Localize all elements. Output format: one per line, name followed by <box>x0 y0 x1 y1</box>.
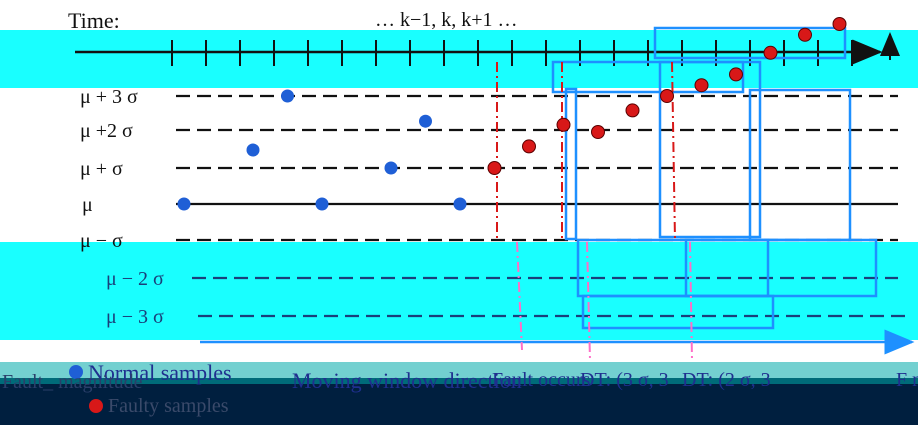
level-label-mu: μ <box>82 194 93 216</box>
window-direction-label: Moving window direction <box>292 368 522 393</box>
fault-occurs-label: Fault occurs <box>492 369 591 391</box>
normal-sample-point <box>246 143 260 157</box>
bottom-left-label: Fault_ magnitude <box>2 371 143 393</box>
moving-window-3 <box>653 26 847 60</box>
teal-band-bottom <box>0 362 918 384</box>
faulty-sample-point <box>729 67 743 82</box>
faulty-sample-point <box>591 125 605 139</box>
faulty-sample-point <box>556 117 571 132</box>
cyan-overlay-middle <box>0 242 918 340</box>
moving-window-2 <box>551 60 745 94</box>
time-index-labels: … k−1, k, k+1 … <box>375 9 518 31</box>
faulty-sample-point <box>694 78 709 93</box>
bottom-right-label: F m <box>896 369 918 391</box>
sample-points <box>177 17 847 211</box>
faulty-sample-point <box>522 139 536 154</box>
faulty-sample-point <box>660 89 674 103</box>
legend-faulty-marker <box>89 399 103 413</box>
level-label-p3: μ + 3 σ <box>80 86 138 108</box>
fault-occurs-marker-lower <box>516 241 523 351</box>
event-markers <box>496 61 693 361</box>
legend-normal-marker <box>69 365 83 379</box>
moving-window-8 <box>581 294 775 330</box>
normal-sample-point <box>419 114 432 128</box>
faulty-sample-point <box>798 27 812 42</box>
faulty-sample-point <box>763 45 778 60</box>
normal-sample-point <box>177 197 191 211</box>
faulty-sample-point <box>487 161 502 175</box>
normal-sample-point <box>281 89 294 103</box>
moving-windows <box>551 26 878 330</box>
moving-window-1 <box>564 87 578 241</box>
legend-normal-label: Normal samples <box>88 360 232 385</box>
moving-window-7 <box>684 238 878 298</box>
sigma-levels: μ + 3 σ μ +2 σ μ + σ μ μ − σ μ − 2 σ μ − 3 σ <box>80 86 906 328</box>
level-label-p2: μ +2 σ <box>80 120 133 142</box>
normal-sample-point <box>315 197 329 211</box>
level-label-m1: μ − σ <box>80 230 123 252</box>
dt2-label: DT: (2 σ, 3 <box>682 369 771 391</box>
normal-sample-point <box>453 197 467 211</box>
level-label-m2: μ − 2 σ <box>106 268 164 290</box>
moving-window-5 <box>748 88 852 242</box>
moving-window-4 <box>658 60 762 239</box>
level-label-m3: μ − 3 σ <box>106 306 164 328</box>
time-label: Time: <box>68 8 120 33</box>
dt1-label: DT: (3 σ, 3 <box>580 369 669 391</box>
dt2-marker <box>671 61 676 241</box>
level-label-p1: μ + σ <box>80 158 123 180</box>
faulty-sample-point <box>625 103 640 118</box>
faulty-sample-point <box>832 17 847 31</box>
navy-band-bottom <box>0 378 918 425</box>
normal-sample-point <box>384 161 398 175</box>
legend-faulty-label: Faulty samples <box>108 395 229 417</box>
